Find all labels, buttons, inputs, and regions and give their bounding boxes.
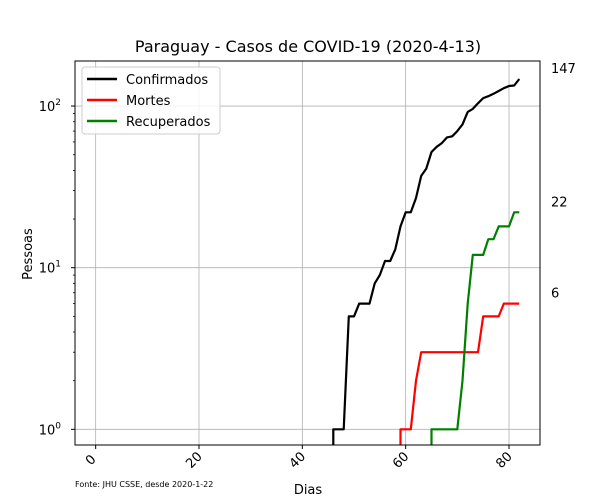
- x-tick-label: 20: [183, 449, 205, 471]
- y-axis-ticks: 100 101 102: [39, 98, 75, 438]
- end-label-recuperados: 22: [551, 195, 568, 210]
- y-tick-label: 102: [39, 98, 61, 115]
- y-tick-label: 100: [39, 421, 62, 438]
- plot-area-frame: [74, 60, 541, 446]
- x-tick-label: 80: [493, 449, 515, 471]
- chart-title: Paraguay - Casos de COVID-19 (2020-4-13): [135, 37, 481, 56]
- series-line-mortes: [399, 302, 520, 445]
- x-axis-label: Dias: [294, 483, 323, 498]
- x-tick-label: 0: [83, 452, 99, 468]
- legend-label: Mortes: [126, 94, 171, 109]
- x-tick-label: 40: [287, 449, 309, 471]
- end-value-labels: 147 6 22: [551, 62, 576, 302]
- source-note: Fonte: JHU CSSE, desde 2020-1-22: [75, 480, 213, 489]
- end-label-confirmados: 147: [551, 62, 576, 77]
- x-axis-ticks: 0 20 40 60 80: [83, 445, 516, 472]
- series-line-confirmados: [332, 78, 521, 445]
- legend-box: [81, 66, 221, 135]
- legend: Confirmados Mortes Recuperados: [81, 66, 221, 135]
- y-tick-label: 101: [39, 260, 61, 277]
- series-lines: [332, 78, 521, 445]
- legend-label: Recuperados: [126, 115, 211, 130]
- x-tick-label: 60: [390, 449, 412, 471]
- series-line-recuperados: [430, 211, 520, 445]
- end-label-mortes: 6: [551, 287, 559, 302]
- y-axis-label: Pessoas: [21, 228, 36, 280]
- legend-label: Confirmados: [126, 73, 208, 88]
